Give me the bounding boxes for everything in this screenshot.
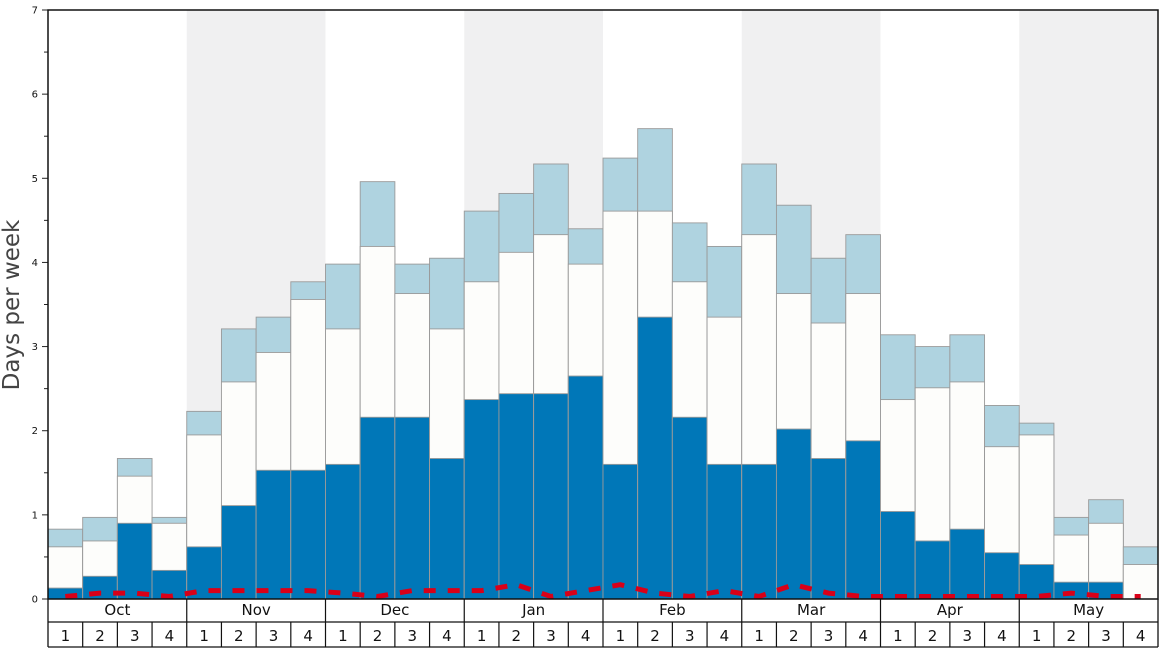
bar — [47, 587, 84, 600]
bar — [845, 440, 881, 600]
week-label: 2 — [650, 627, 660, 645]
bar — [880, 511, 916, 600]
bar — [290, 469, 326, 600]
week-label: 1 — [754, 627, 764, 645]
week-label: 2 — [1067, 627, 1077, 645]
week-label: 4 — [442, 627, 452, 645]
bar — [359, 416, 396, 600]
week-label: 3 — [130, 627, 140, 645]
week-label: 1 — [338, 627, 348, 645]
week-label: 1 — [893, 627, 903, 645]
bar — [498, 393, 535, 600]
bar — [220, 505, 257, 600]
month-label: Feb — [659, 601, 686, 619]
y-tick-label: 3 — [32, 342, 38, 353]
y-tick-label: 2 — [32, 426, 38, 437]
bar — [394, 416, 431, 600]
y-tick-label: 1 — [32, 510, 38, 521]
week-label: 4 — [858, 627, 868, 645]
week-label: 3 — [824, 627, 834, 645]
week-label: 2 — [928, 627, 938, 645]
bar — [741, 463, 777, 600]
week-label: 1 — [61, 627, 71, 645]
week-label: 1 — [477, 627, 487, 645]
bar — [810, 458, 847, 600]
week-label: 3 — [546, 627, 556, 645]
week-label: 1 — [199, 627, 209, 645]
week-label: 3 — [269, 627, 279, 645]
bar — [775, 428, 812, 600]
month-label: Mar — [797, 601, 826, 619]
month-label: Dec — [380, 601, 409, 619]
bar — [949, 528, 986, 600]
y-axis-label: Days per week — [0, 219, 25, 390]
month-label: May — [1073, 601, 1104, 619]
y-tick-label: 5 — [32, 174, 38, 185]
week-label: 2 — [512, 627, 522, 645]
bar — [706, 463, 743, 600]
bar — [671, 416, 708, 600]
y-tick-label: 6 — [32, 90, 38, 101]
x-axis: Oct Nov Dec Jan Feb Mar Apr May 1 2 3 4 1 2 3 4 1 2 3 4 1 2 3 4… — [47, 599, 1159, 648]
week-label: 4 — [997, 627, 1007, 645]
week-label: 4 — [1136, 627, 1146, 645]
week-label: 2 — [373, 627, 383, 645]
y-tick-label: 4 — [32, 258, 38, 269]
bar — [1053, 581, 1090, 600]
bar — [533, 393, 569, 600]
bar — [567, 375, 604, 600]
bar — [602, 463, 639, 600]
bar — [255, 469, 292, 600]
y-tick-label: 0 — [32, 595, 38, 606]
week-label: 4 — [581, 627, 591, 645]
week-label: 2 — [789, 627, 799, 645]
month-label: Nov — [241, 601, 270, 619]
week-label: 3 — [1101, 627, 1111, 645]
week-label: 1 — [1032, 627, 1042, 645]
month-label: Jan — [521, 601, 545, 619]
bar — [637, 316, 673, 600]
week-label: 3 — [962, 627, 972, 645]
bar — [1122, 564, 1159, 600]
week-label: 2 — [234, 627, 244, 645]
bar — [463, 399, 500, 600]
week-label: 3 — [685, 627, 695, 645]
bar — [325, 463, 361, 600]
month-label: Oct — [104, 601, 130, 619]
y-tick-label: 7 — [32, 6, 38, 17]
bar — [984, 552, 1020, 600]
week-label: 4 — [165, 627, 175, 645]
week-label: 4 — [303, 627, 313, 645]
week-label: 4 — [720, 627, 730, 645]
bar — [914, 540, 951, 600]
week-label: 3 — [407, 627, 417, 645]
week-label: 1 — [616, 627, 626, 645]
bar — [429, 458, 465, 600]
week-label: 2 — [95, 627, 105, 645]
month-label: Apr — [937, 601, 964, 619]
bar — [116, 522, 153, 600]
